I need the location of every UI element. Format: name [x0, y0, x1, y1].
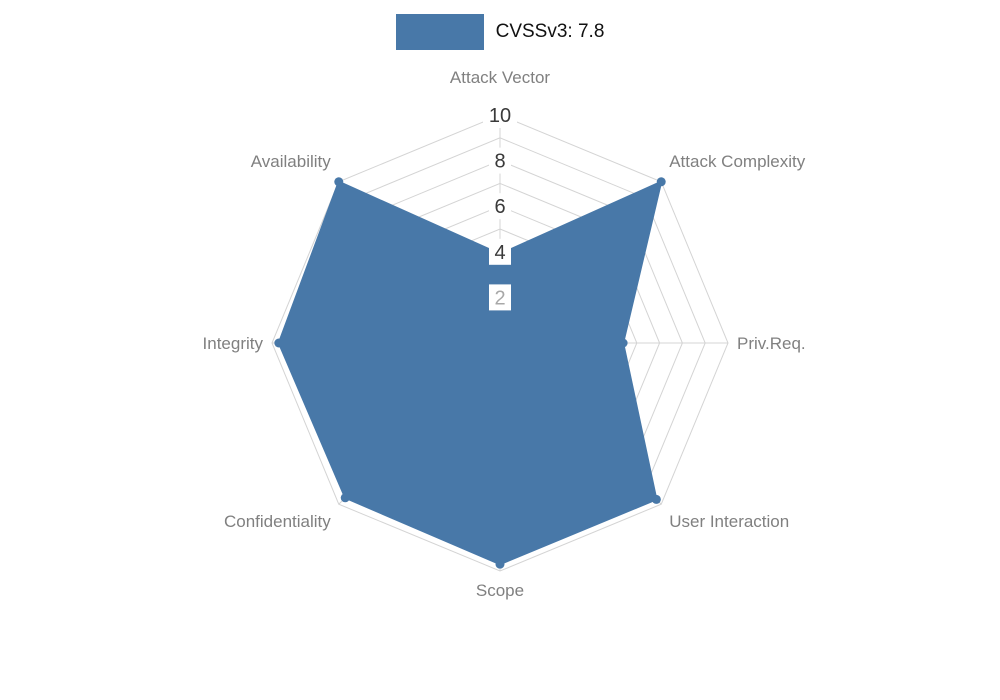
tick-backdrop: [489, 193, 511, 220]
tick-backdrop: [489, 284, 511, 311]
data-point: [651, 494, 661, 504]
axis-label-attack-complexity: Attack Complexity: [669, 152, 806, 171]
tick-label: 6: [494, 196, 505, 218]
data-point: [334, 177, 344, 187]
data-point: [340, 493, 350, 503]
data-point: [495, 559, 505, 569]
legend-swatch: [395, 14, 484, 50]
tick-label: 10: [489, 105, 511, 127]
axis-label-confidentiality: Confidentiality: [224, 512, 331, 531]
axis-label-scope: Scope: [476, 581, 524, 600]
tick-backdrop: [489, 147, 511, 174]
data-point: [274, 338, 284, 348]
data-point: [656, 177, 666, 187]
tick-label: 4: [494, 242, 505, 264]
axis-label-user-interaction: User Interaction: [669, 512, 789, 531]
tick-backdrop: [483, 102, 517, 128]
axis-label-integrity: Integrity: [203, 334, 264, 353]
legend-label: CVSSv3: 7.8: [495, 21, 605, 42]
axis-label-attack-vector: Attack Vector: [450, 68, 550, 87]
axis-label-priv-req-: Priv.Req.: [737, 334, 806, 353]
tick-backdrop: [489, 238, 511, 265]
data-point: [618, 338, 628, 348]
tick-label: 2: [494, 287, 505, 309]
chart-legend: CVSSv3: 7.8: [0, 14, 1000, 50]
tick-label: 8: [494, 151, 505, 173]
data-polygon: [277, 180, 663, 566]
axis-label-availability: Availability: [251, 152, 332, 171]
